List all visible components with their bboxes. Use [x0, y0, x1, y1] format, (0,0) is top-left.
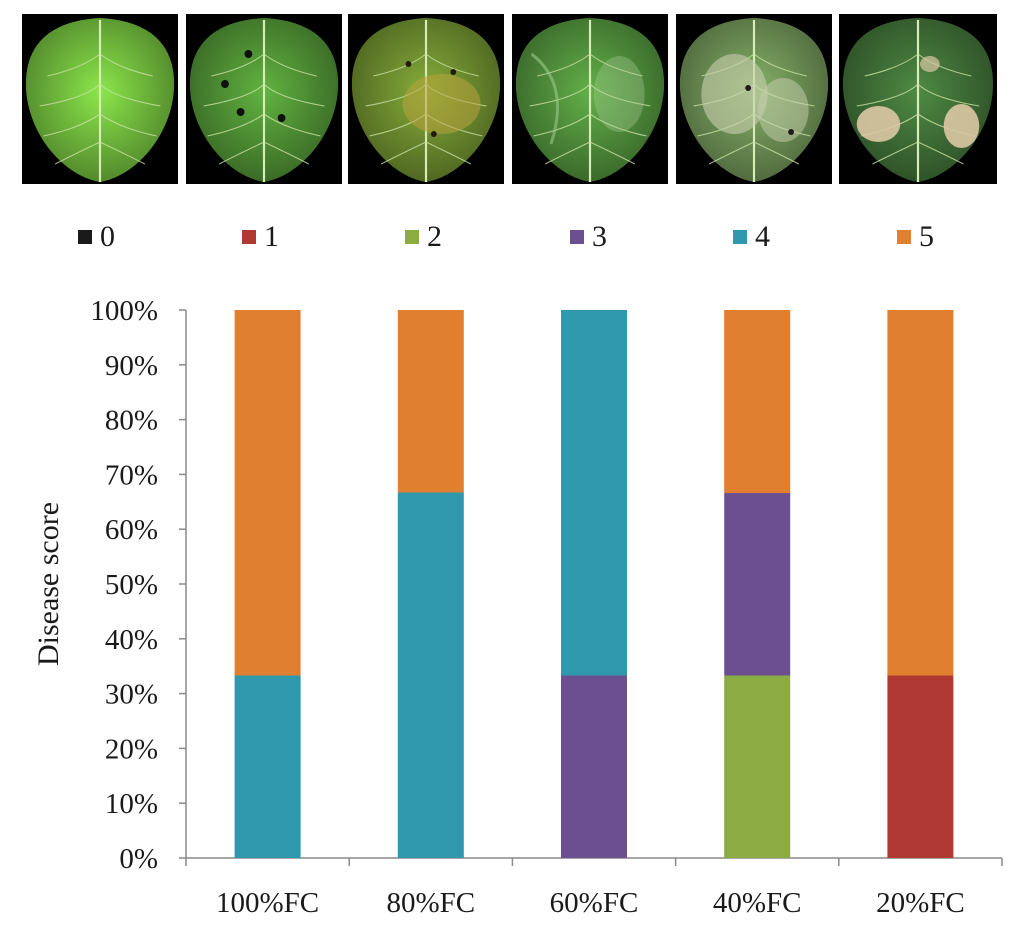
y-tick-label: 100% — [90, 295, 158, 327]
bar-segment-60%FC-score-3 — [561, 675, 627, 858]
legend-label: 0 — [100, 220, 115, 253]
legend-item-0: 0 — [78, 212, 115, 262]
legend-swatch — [897, 230, 911, 244]
legend-label: 1 — [264, 220, 279, 253]
x-tick-label: 80%FC — [386, 887, 475, 919]
legend-label: 3 — [592, 220, 607, 253]
y-tick-label: 80% — [105, 405, 158, 437]
bar-segment-100%FC-score-5 — [234, 310, 301, 676]
x-tick-label: 40%FC — [713, 887, 802, 919]
bar-segment-80%FC-score-4 — [397, 492, 464, 858]
legend-item-5: 5 — [897, 212, 934, 262]
y-tick-label: 0% — [119, 843, 158, 875]
bar-segment-60%FC-score-4 — [561, 310, 627, 676]
leaf-photo-score-4 — [676, 14, 832, 184]
leaf-photo-strip — [0, 0, 1024, 200]
legend-swatch — [242, 230, 256, 244]
y-tick-label: 50% — [105, 569, 158, 601]
bar-segment-20%FC-score-5 — [887, 310, 954, 676]
legend: 0 1 2 3 4 5 — [0, 212, 1024, 262]
leaf-photo-score-1 — [186, 14, 342, 184]
leaf-photo-score-5 — [839, 14, 997, 184]
y-tick-label: 20% — [105, 733, 158, 765]
leaf-photo-score-0 — [22, 14, 178, 184]
bar-segment-40%FC-score-3 — [724, 493, 791, 676]
bar-segment-40%FC-score-5 — [724, 310, 791, 494]
y-tick-label: 40% — [105, 624, 158, 656]
legend-item-2: 2 — [405, 212, 442, 262]
x-tick-label: 60%FC — [550, 887, 639, 919]
legend-swatch — [570, 230, 584, 244]
stacked-bar-chart: Disease score 0% 10% 20% 30% 40% 50% 60% 70% 80%… — [32, 295, 1003, 919]
legend-label: 4 — [755, 220, 770, 253]
legend-swatch — [733, 230, 747, 244]
leaf-photo-score-3 — [512, 14, 668, 184]
y-tick-label: 10% — [105, 788, 158, 820]
legend-swatch — [405, 230, 419, 244]
legend-swatch — [78, 230, 92, 244]
y-axis-label: Disease score — [32, 502, 65, 666]
y-tick-label: 30% — [105, 679, 158, 711]
x-tick-label: 100%FC — [216, 887, 319, 919]
y-tick-label: 90% — [105, 350, 158, 382]
leaf-photo-score-2 — [348, 14, 504, 184]
y-tick-label: 60% — [105, 514, 158, 546]
bar-segment-80%FC-score-5 — [397, 310, 464, 493]
legend-item-1: 1 — [242, 212, 279, 262]
legend-item-3: 3 — [570, 212, 607, 262]
bar-segment-40%FC-score-2 — [724, 675, 791, 858]
y-tick-label: 70% — [105, 459, 158, 491]
legend-label: 5 — [919, 220, 934, 253]
bar-segment-100%FC-score-4 — [234, 675, 301, 858]
x-tick-label: 20%FC — [876, 887, 965, 919]
legend-label: 2 — [427, 220, 442, 253]
legend-item-4: 4 — [733, 212, 770, 262]
bar-segment-20%FC-score-1 — [887, 675, 954, 858]
